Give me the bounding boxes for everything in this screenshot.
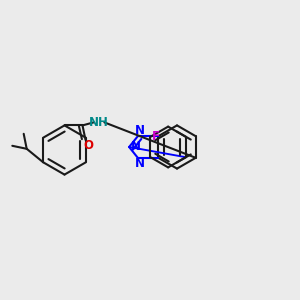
Text: N: N <box>135 157 145 170</box>
Text: N: N <box>135 124 145 137</box>
Text: O: O <box>83 139 94 152</box>
Text: F: F <box>152 130 160 143</box>
Text: N: N <box>131 140 141 153</box>
Text: NH: NH <box>89 116 109 129</box>
